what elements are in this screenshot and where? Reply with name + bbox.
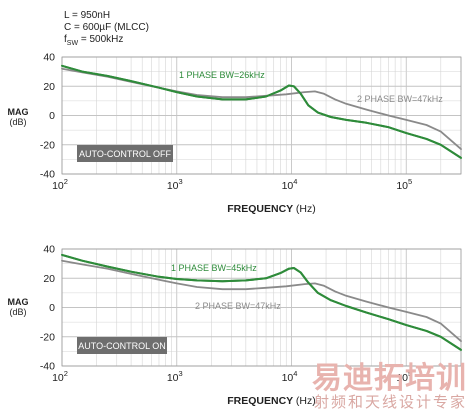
y-tick-label: -40	[40, 169, 55, 181]
switching-frequency-label: fSW = 500kHz	[64, 34, 124, 47]
mode-badge	[77, 145, 173, 162]
conditions-block: L = 950nH C = 600µF (MLCC) fSW = 500kHz	[64, 10, 149, 50]
x-tick-label: 103	[167, 177, 183, 192]
y-tick-label: 40	[43, 52, 55, 64]
mode-badge-label: AUTO-CONTROL OFF	[79, 149, 172, 159]
series-line-one-phase-overlay	[61, 64, 462, 159]
bottom-y-axis-label: MAG (dB)	[7, 297, 29, 317]
series-label-one-phase: 1 PHASE BW=45kHz	[171, 263, 257, 273]
mode-badge-label: AUTO-CONTROL ON	[78, 341, 166, 351]
y-tick-label: -40	[40, 361, 55, 373]
inductance-label: L = 950nH	[64, 10, 111, 21]
y-tick-label: 20	[43, 81, 55, 93]
x-axis-label: FREQUENCY (Hz)	[227, 395, 315, 407]
watermark-sub-text: 射频和天线设计专家	[313, 394, 467, 411]
top-y-axis-label: MAG (dB)	[7, 107, 29, 127]
y-tick-label: -20	[40, 331, 55, 343]
series-label-one-phase: 1 PHASE BW=26kHz	[179, 70, 265, 80]
x-tick-label: 104	[282, 369, 298, 384]
y-tick-label: 0	[49, 302, 55, 314]
y-tick-label: 0	[49, 110, 55, 122]
y-tick-label: 20	[43, 273, 55, 285]
chart-panel-0: -40 -20 0 20 40 102 103 104 105 FREQUENCY (Hz) 1 P…	[40, 52, 462, 215]
x-tick-label: 104	[282, 177, 298, 192]
x-tick-label: 105	[396, 177, 412, 192]
y-tick-label: -20	[40, 139, 55, 151]
plot-frame	[61, 248, 462, 367]
x-axis-label: FREQUENCY (Hz)	[227, 203, 315, 215]
watermark-main-text: 易迪拓培训	[312, 362, 467, 395]
series-label-two-phase: 2 PHASE BW=47kHz	[357, 94, 443, 104]
plot-frame	[61, 56, 462, 175]
watermark: 易迪拓培训 射频和天线设计专家	[312, 364, 467, 412]
series-line-two-phase	[61, 259, 462, 342]
x-tick-label: 103	[167, 369, 183, 384]
series-line-one-phase-overlay	[61, 253, 462, 351]
capacitance-label: C = 600µF (MLCC)	[64, 22, 149, 33]
series-label-two-phase: 2 PHASE BW=47kHz	[195, 301, 281, 311]
x-tick-label: 102	[52, 369, 68, 384]
x-tick-label: 102	[52, 177, 68, 192]
y-tick-label: 40	[43, 244, 55, 256]
mode-badge	[77, 337, 167, 354]
